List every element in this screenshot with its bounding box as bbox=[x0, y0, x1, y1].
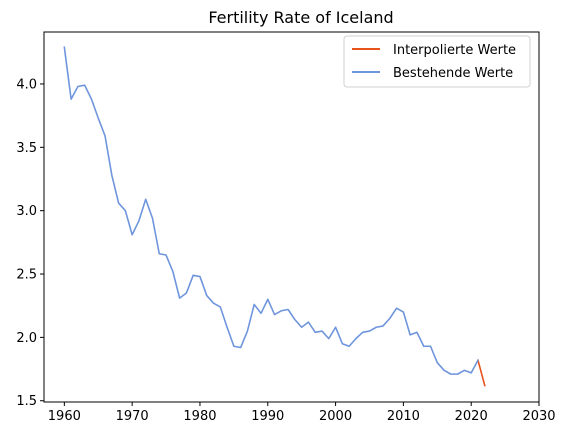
y-tick-label: 3.0 bbox=[16, 204, 37, 219]
series-line-interpolated bbox=[476, 359, 486, 387]
x-tick-label: 1970 bbox=[116, 409, 149, 424]
x-tick-label: 2010 bbox=[387, 409, 420, 424]
x-axis: 1960 1970 1980 1990 2000 2010 2020 2030 bbox=[48, 402, 556, 424]
y-axis: 1.5 2.0 2.5 3.0 3.5 4.0 bbox=[16, 77, 44, 409]
legend-box bbox=[343, 35, 531, 88]
x-tick-label: 2030 bbox=[522, 409, 555, 424]
chart-title: Fertility Rate of Iceland bbox=[208, 8, 393, 27]
y-tick-label: 4.0 bbox=[16, 77, 37, 92]
y-tick-label: 3.5 bbox=[16, 141, 37, 156]
series-layer bbox=[63, 46, 486, 387]
series-line-existing bbox=[63, 46, 480, 375]
plot-frame bbox=[43, 31, 540, 403]
x-tick-label: 1960 bbox=[48, 409, 81, 424]
legend-label-interpolated: Interpolierte Werte bbox=[393, 43, 516, 58]
x-tick-label: 2000 bbox=[319, 409, 352, 424]
x-tick-label: 2020 bbox=[455, 409, 488, 424]
legend-label-existing: Bestehende Werte bbox=[393, 66, 513, 81]
y-tick-label: 1.5 bbox=[16, 394, 37, 409]
y-tick-label: 2.5 bbox=[16, 268, 37, 283]
legend: Interpolierte Werte Bestehende Werte bbox=[343, 35, 531, 88]
y-tick-label: 2.0 bbox=[16, 331, 37, 346]
x-tick-label: 1980 bbox=[183, 409, 216, 424]
x-tick-label: 1990 bbox=[251, 409, 284, 424]
plot-area: 1960 1970 1980 1990 2000 2010 2020 2030 1.5 2.0 2… bbox=[16, 31, 556, 424]
